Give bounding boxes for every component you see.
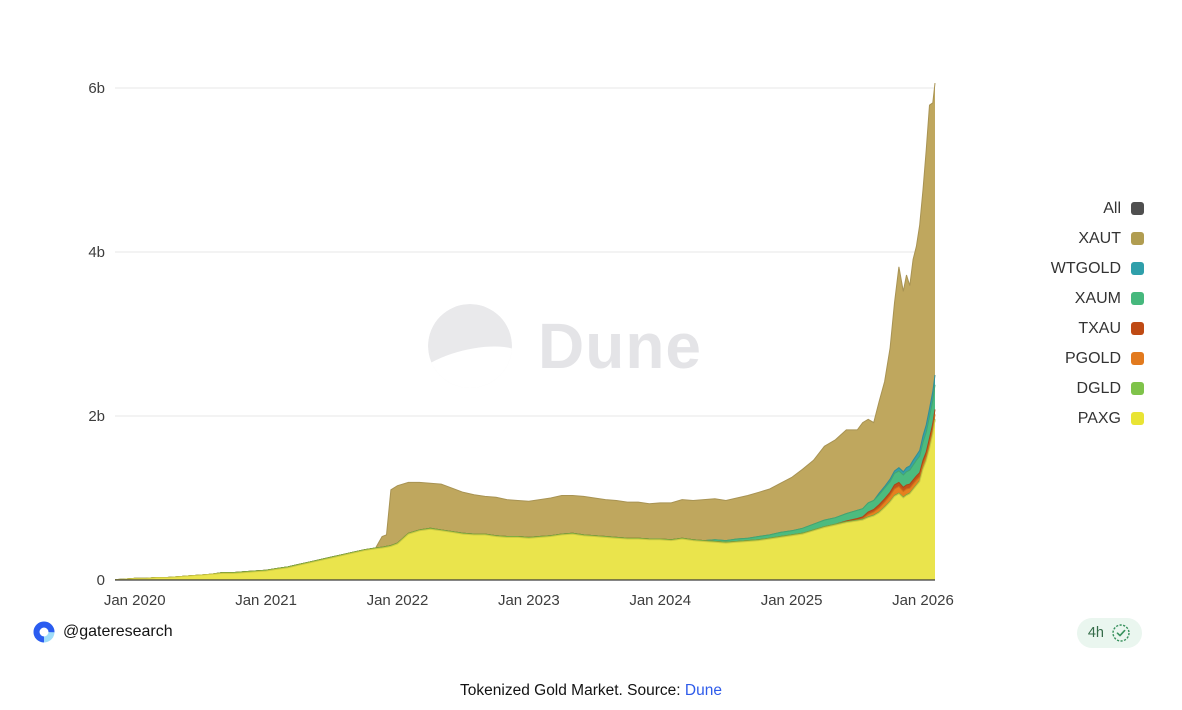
legend-item-wtgold[interactable]: WTGOLD xyxy=(1051,257,1144,280)
legend-swatch xyxy=(1131,352,1144,365)
legend-swatch xyxy=(1131,292,1144,305)
legend-swatch xyxy=(1131,232,1144,245)
legend-swatch xyxy=(1131,322,1144,335)
x-tick-label: Jan 2021 xyxy=(235,592,297,609)
chart-caption: Tokenized Gold Market. Source: Dune xyxy=(0,682,1182,700)
legend-item-all[interactable]: All xyxy=(1103,197,1144,220)
legend-swatch xyxy=(1131,382,1144,395)
legend-label: DGLD xyxy=(1076,379,1121,397)
dune-logo-icon xyxy=(428,304,512,388)
legend-label: XAUM xyxy=(1074,289,1121,307)
dune-watermark-text: Dune xyxy=(538,310,702,382)
area-XAUT[interactable] xyxy=(115,83,935,580)
x-tick-label: Jan 2026 xyxy=(892,592,954,609)
data-freshness-badge[interactable]: 4h xyxy=(1076,618,1142,648)
legend-item-dgld[interactable]: DGLD xyxy=(1077,377,1144,400)
dune-watermark: Dune xyxy=(428,304,702,388)
legend-label: All xyxy=(1103,199,1121,217)
caption-text: Tokenized Gold Market. Source: xyxy=(460,682,685,699)
legend-swatch xyxy=(1131,412,1144,425)
author-handle[interactable]: @gateresearch xyxy=(63,623,173,640)
legend-label: PAXG xyxy=(1077,409,1121,427)
x-tick-label: Jan 2020 xyxy=(104,592,166,609)
legend-swatch xyxy=(1131,262,1144,275)
legend-item-pgold[interactable]: PGOLD xyxy=(1065,347,1144,370)
area-PAXG[interactable] xyxy=(115,420,935,580)
x-tick-label: Jan 2024 xyxy=(629,592,691,609)
legend-label: XAUT xyxy=(1078,229,1121,247)
legend-item-paxg[interactable]: PAXG xyxy=(1078,407,1144,430)
legend-item-xaum[interactable]: XAUM xyxy=(1075,287,1144,310)
y-tick-label: 2b xyxy=(88,408,105,425)
area-top-edge-DGLD xyxy=(114,419,936,581)
legend-label: WTGOLD xyxy=(1050,259,1121,277)
gate-logo-icon xyxy=(33,621,55,643)
x-tick-label: Jan 2023 xyxy=(498,592,560,609)
x-tick-label: Jan 2022 xyxy=(367,592,429,609)
legend-label: TXAU xyxy=(1078,319,1121,337)
y-tick-label: 4b xyxy=(88,244,105,261)
legend-label: PGOLD xyxy=(1064,349,1121,367)
y-tick-label: 6b xyxy=(88,80,105,97)
legend-swatch xyxy=(1131,202,1144,215)
legend-item-txau[interactable]: TXAU xyxy=(1078,317,1144,340)
y-tick-label: 0 xyxy=(97,572,105,589)
author-row: @gateresearch xyxy=(33,621,173,643)
chart-legend: All XAUT WTGOLD XAUM TXAU PGOLD DGLD PAXG xyxy=(1051,197,1144,430)
area-top-edge-PAXG xyxy=(114,420,936,581)
badge-time-label: 4h xyxy=(1087,625,1104,641)
verified-check-icon xyxy=(1112,624,1130,642)
x-tick-label: Jan 2025 xyxy=(761,592,823,609)
legend-item-xaut[interactable]: XAUT xyxy=(1078,227,1144,250)
caption-source-link[interactable]: Dune xyxy=(684,682,722,699)
